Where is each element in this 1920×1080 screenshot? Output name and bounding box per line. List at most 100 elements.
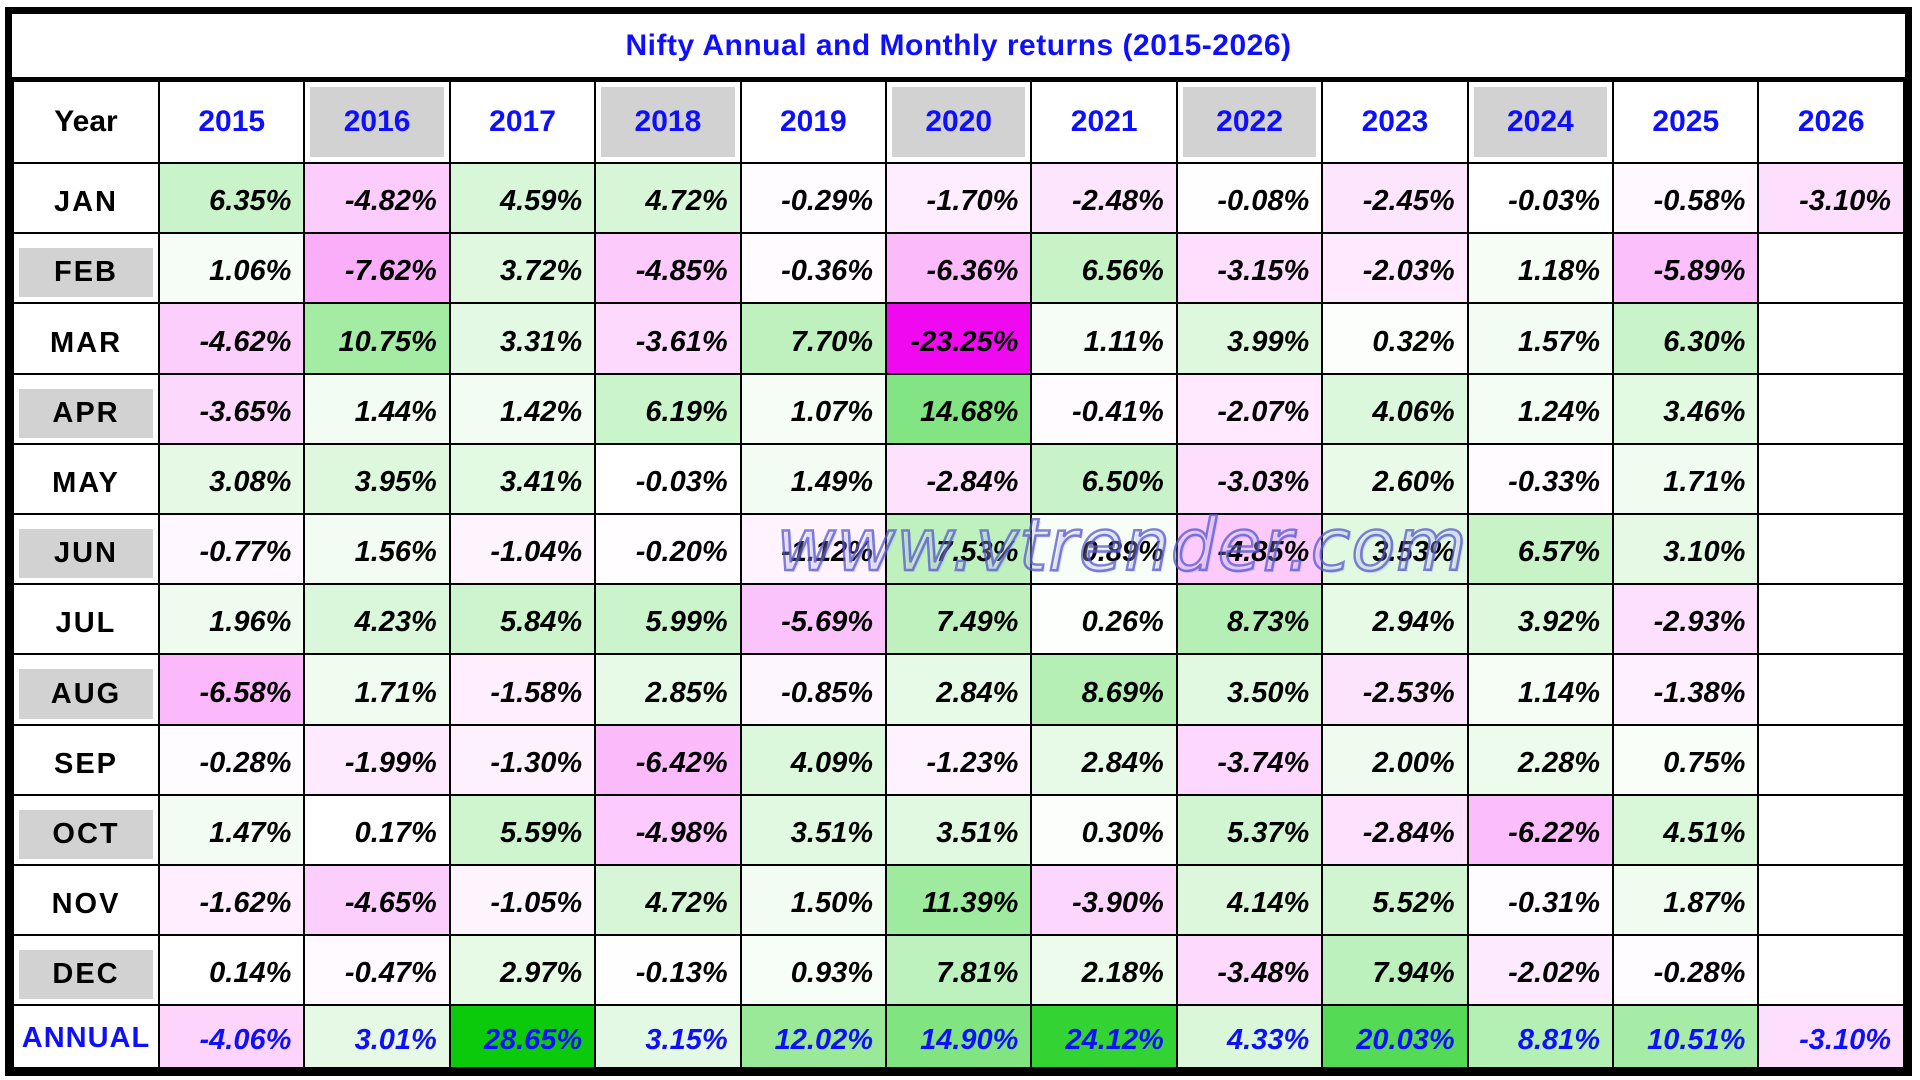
return-cell-2015-jun: -0.77% (157, 513, 306, 586)
return-cell-2017-apr: 1.42% (448, 372, 597, 445)
return-cell-2023-jun: 3.53% (1321, 513, 1469, 586)
return-cell-2017-sep: -1.30% (448, 723, 597, 796)
return-cell-2015-jan: 6.35% (157, 161, 306, 235)
return-cell-2020-apr: 14.68% (885, 372, 1033, 445)
return-cell-2024-jul: 3.92% (1466, 583, 1615, 656)
return-cell-2019-aug: -0.85% (739, 653, 888, 726)
return-cell-2015-feb: 1.06% (157, 232, 306, 305)
month-label-jul: JUL (12, 583, 160, 656)
return-cell-2025-may: 1.71% (1612, 442, 1760, 516)
month-label-may: MAY (12, 442, 160, 516)
return-cell-2021-apr: -0.41% (1030, 372, 1178, 445)
return-cell-2016-sep: -1.99% (303, 723, 451, 796)
return-cell-2018-apr: 6.19% (594, 372, 742, 445)
return-cell-2016-apr: 1.44% (303, 372, 451, 445)
return-cell-2024-mar: 1.57% (1466, 302, 1615, 375)
return-cell-2024-nov: -0.31% (1466, 864, 1615, 937)
return-cell-2024-apr: 1.24% (1466, 372, 1615, 445)
return-cell-2017-may: 3.41% (448, 442, 597, 516)
return-cell-2017-nov: -1.05% (448, 864, 597, 937)
month-label-feb: FEB (12, 232, 160, 305)
return-cell-2023-jan: -2.45% (1321, 161, 1469, 235)
year-header-2015: 2015 (157, 80, 306, 164)
return-cell-2025-mar: 6.30% (1612, 302, 1760, 375)
return-cell-2017-aug: -1.58% (448, 653, 597, 726)
return-cell-2023-mar: 0.32% (1321, 302, 1469, 375)
return-cell-2019-mar: 7.70% (739, 302, 888, 375)
month-label-jan: JAN (12, 161, 160, 235)
year-header-2024: 2024 (1466, 80, 1615, 164)
return-cell-2020-nov: 11.39% (885, 864, 1033, 937)
return-cell-2020-dec: 7.81% (885, 934, 1033, 1007)
returns-table-frame: Nifty Annual and Monthly returns (2015-2… (5, 7, 1912, 1076)
year-header-2018: 2018 (594, 80, 742, 164)
return-cell-2020-oct: 3.51% (885, 793, 1033, 867)
return-cell-2021-annual: 24.12% (1030, 1004, 1178, 1069)
return-cell-2017-mar: 3.31% (448, 302, 597, 375)
return-cell-2023-sep: 2.00% (1321, 723, 1469, 796)
return-cell-2016-feb: -7.62% (303, 232, 451, 305)
return-cell-2018-nov: 4.72% (594, 864, 742, 937)
return-cell-2026-may (1757, 442, 1905, 516)
month-label-jun: JUN (12, 513, 160, 586)
return-cell-2019-jun: -1.12% (739, 513, 888, 586)
return-cell-2021-dec: 2.18% (1030, 934, 1178, 1007)
return-cell-2018-feb: -4.85% (594, 232, 742, 305)
header-row: Year 2015 2016 2017 2018 2019 2020 2021 2022 202… (12, 80, 1905, 164)
return-cell-2026-annual: -3.10% (1757, 1004, 1905, 1069)
return-cell-2024-sep: 2.28% (1466, 723, 1615, 796)
return-cell-2025-jul: -2.93% (1612, 583, 1760, 656)
return-cell-2021-may: 6.50% (1030, 442, 1178, 516)
month-label-sep: SEP (12, 723, 160, 796)
annual-label: ANNUAL (12, 1004, 160, 1069)
return-cell-2020-aug: 2.84% (885, 653, 1033, 726)
return-cell-2022-may: -3.03% (1175, 442, 1324, 516)
return-cell-2019-jul: -5.69% (739, 583, 888, 656)
return-cell-2026-oct (1757, 793, 1905, 867)
month-label-dec: DEC (12, 934, 160, 1007)
year-header-2025: 2025 (1612, 80, 1760, 164)
return-cell-2026-mar (1757, 302, 1905, 375)
return-cell-2024-oct: -6.22% (1466, 793, 1615, 867)
return-cell-2020-jan: -1.70% (885, 161, 1033, 235)
return-cell-2020-jun: 7.53% (885, 513, 1033, 586)
return-cell-2024-annual: 8.81% (1466, 1004, 1615, 1069)
month-row-sep: SEP -0.28% -1.99% -1.30% -6.42% 4.09% -1.23% 2.… (12, 723, 1905, 796)
month-row-may: MAY 3.08% 3.95% 3.41% -0.03% 1.49% -2.84% 6.50%… (12, 442, 1905, 516)
return-cell-2022-feb: -3.15% (1175, 232, 1324, 305)
return-cell-2016-dec: -0.47% (303, 934, 451, 1007)
return-cell-2026-jul (1757, 583, 1905, 656)
return-cell-2022-mar: 3.99% (1175, 302, 1324, 375)
return-cell-2017-jan: 4.59% (448, 161, 597, 235)
month-row-mar: MAR -4.62% 10.75% 3.31% -3.61% 7.70% -23.25% 1.… (12, 302, 1905, 375)
return-cell-2019-apr: 1.07% (739, 372, 888, 445)
return-cell-2025-apr: 3.46% (1612, 372, 1760, 445)
return-cell-2021-jun: 0.89% (1030, 513, 1178, 586)
return-cell-2022-dec: -3.48% (1175, 934, 1324, 1007)
return-cell-2026-aug (1757, 653, 1905, 726)
year-header-2026: 2026 (1757, 80, 1905, 164)
month-row-jun: JUN -0.77% 1.56% -1.04% -0.20% -1.12% 7.53% 0.8… (12, 513, 1905, 586)
year-header-2016: 2016 (303, 80, 451, 164)
month-row-oct: OCT 1.47% 0.17% 5.59% -4.98% 3.51% 3.51% 0.30% 5… (12, 793, 1905, 867)
return-cell-2015-nov: -1.62% (157, 864, 306, 937)
return-cell-2019-may: 1.49% (739, 442, 888, 516)
return-cell-2016-mar: 10.75% (303, 302, 451, 375)
return-cell-2016-jun: 1.56% (303, 513, 451, 586)
return-cell-2017-feb: 3.72% (448, 232, 597, 305)
return-cell-2024-feb: 1.18% (1466, 232, 1615, 305)
return-cell-2016-jul: 4.23% (303, 583, 451, 656)
return-cell-2019-sep: 4.09% (739, 723, 888, 796)
return-cell-2018-may: -0.03% (594, 442, 742, 516)
return-cell-2017-oct: 5.59% (448, 793, 597, 867)
return-cell-2015-may: 3.08% (157, 442, 306, 516)
annual-row: ANNUAL -4.06% 3.01% 28.65% 3.15% 12.02% 14.90%… (12, 1004, 1905, 1069)
return-cell-2020-jul: 7.49% (885, 583, 1033, 656)
return-cell-2020-may: -2.84% (885, 442, 1033, 516)
return-cell-2024-dec: -2.02% (1466, 934, 1615, 1007)
return-cell-2025-jan: -0.58% (1612, 161, 1760, 235)
return-cell-2019-oct: 3.51% (739, 793, 888, 867)
return-cell-2022-apr: -2.07% (1175, 372, 1324, 445)
return-cell-2022-sep: -3.74% (1175, 723, 1324, 796)
return-cell-2025-annual: 10.51% (1612, 1004, 1760, 1069)
